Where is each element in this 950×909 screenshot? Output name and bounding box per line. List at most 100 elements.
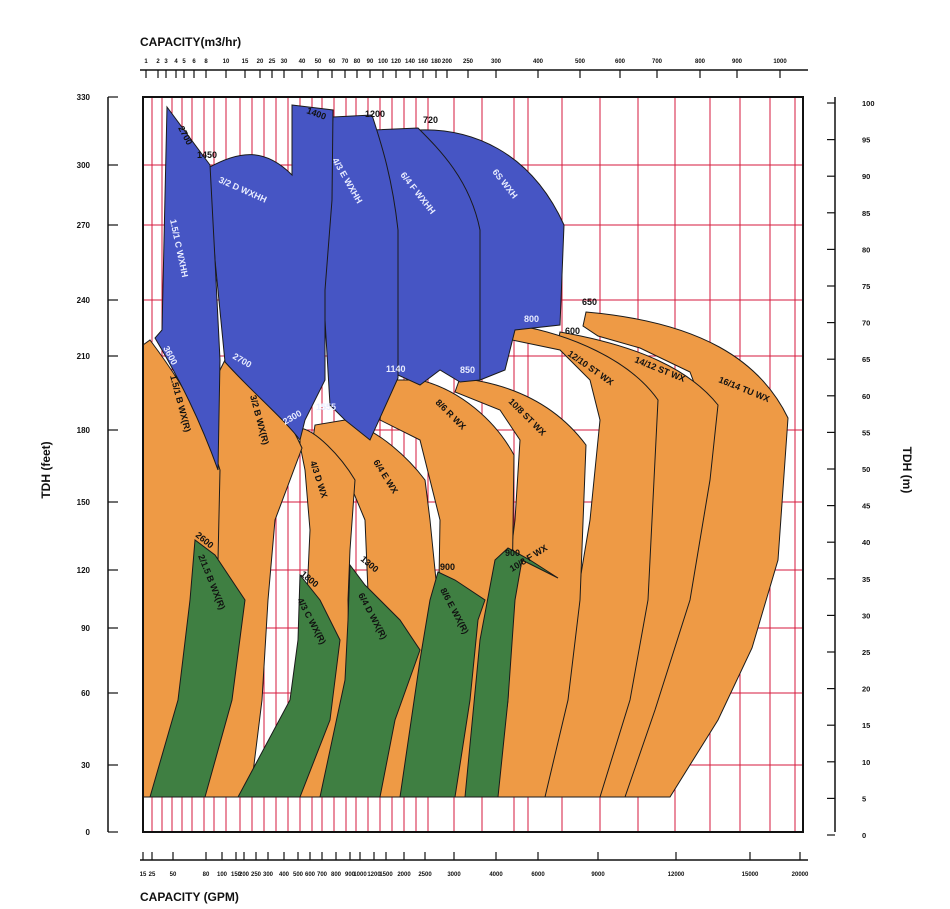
left-tick-label: 120 (77, 566, 91, 575)
bottom-tick-label: 6000 (531, 872, 545, 878)
curve-rpm-label: 1200 (365, 109, 385, 119)
bottom-tick-label: 12000 (668, 872, 685, 878)
curve-rpm-label: 650 (582, 297, 597, 307)
curve-rpm-label: 1450 (197, 150, 217, 160)
top-tick-label: 20 (257, 59, 264, 65)
left-tick-label: 330 (77, 93, 91, 102)
left-tick-label: 90 (81, 624, 90, 633)
top-tick-label: 6 (192, 59, 196, 65)
curve-region (399, 571, 486, 798)
top-tick-label: 250 (463, 59, 474, 65)
right-tick-label: 20 (862, 685, 870, 694)
top-tick-label: 800 (695, 59, 706, 65)
right-tick-label: 0 (862, 831, 866, 840)
right-tick-label: 90 (862, 172, 870, 181)
curve-region (237, 573, 341, 798)
top-tick-label: 400 (533, 59, 544, 65)
top-tick-label: 140 (405, 59, 416, 65)
right-tick-label: 75 (862, 282, 870, 291)
right-tick-label: 50 (862, 465, 870, 474)
bottom-tick-label: 25 (149, 872, 156, 878)
top-tick-label: 200 (442, 59, 453, 65)
bottom-axis-title: CAPACITY (GPM) (140, 890, 239, 904)
right-tick-label: 95 (862, 136, 870, 145)
top-tick-label: 40 (299, 59, 306, 65)
curve-rpm-label: 1555 (316, 402, 336, 412)
top-tick-label: 900 (732, 59, 743, 65)
right-tick-label: 55 (862, 428, 870, 437)
bottom-tick-label: 700 (317, 872, 328, 878)
right-tick-label: 65 (862, 355, 870, 364)
bottom-tick-label: 300 (263, 872, 274, 878)
top-tick-label: 3 (164, 59, 168, 65)
curve-region (149, 539, 246, 798)
plot-frame (142, 96, 804, 833)
curve-region (154, 105, 221, 471)
left-tick-label: 210 (77, 352, 91, 361)
bottom-tick-label: 9000 (591, 872, 605, 878)
curve-region (319, 114, 399, 441)
top-tick-label: 120 (391, 59, 402, 65)
top-tick-label: 25 (269, 59, 276, 65)
right-tick-label: 85 (862, 209, 870, 218)
bottom-tick-label: 1200 (367, 872, 381, 878)
top-tick-label: 30 (281, 59, 288, 65)
right-tick-label: 25 (862, 648, 870, 657)
left-tick-label: 240 (77, 296, 91, 305)
top-tick-label: 10 (223, 59, 230, 65)
bottom-tick-label: 200 (239, 872, 250, 878)
curve-regions (142, 104, 789, 798)
bottom-tick-label: 20000 (792, 872, 809, 878)
curve-rpm-label: 850 (460, 365, 475, 375)
bottom-tick-label: 2500 (418, 872, 432, 878)
right-tick-label: 80 (862, 245, 870, 254)
curve-region (207, 104, 334, 442)
bottom-tick-label: 4000 (489, 872, 503, 878)
curve-rpm-label: 900 (440, 562, 455, 572)
top-tick-label: 15 (242, 59, 249, 65)
top-tick-label: 100 (378, 59, 389, 65)
top-tick-label: 70 (342, 59, 349, 65)
axes: 3303002702402101801501209060300100959085… (77, 59, 875, 878)
top-tick-label: 8 (204, 59, 208, 65)
top-tick-label: 600 (615, 59, 626, 65)
right-tick-label: 35 (862, 575, 870, 584)
curve-rpm-label: 600 (565, 326, 580, 336)
bottom-tick-label: 150 (231, 872, 242, 878)
top-tick-label: 500 (575, 59, 586, 65)
top-tick-label: 50 (315, 59, 322, 65)
bottom-tick-label: 3000 (447, 872, 461, 878)
curve-region (511, 324, 659, 798)
bottom-tick-label: 2000 (397, 872, 411, 878)
top-tick-label: 160 (418, 59, 429, 65)
left-tick-label: 30 (81, 761, 90, 770)
left-axis-title: TDH (feet) (39, 441, 53, 498)
left-tick-label: 150 (77, 498, 91, 507)
left-tick-label: 0 (86, 828, 91, 837)
top-tick-label: 80 (354, 59, 361, 65)
bottom-tick-label: 80 (203, 872, 210, 878)
top-tick-label: 300 (491, 59, 502, 65)
right-axis-title: TDH (m) (900, 447, 914, 494)
left-tick-label: 180 (77, 426, 91, 435)
right-tick-label: 60 (862, 392, 870, 401)
right-tick-label: 15 (862, 721, 870, 730)
plot-border (142, 96, 804, 833)
top-tick-label: 2 (156, 59, 160, 65)
bottom-tick-label: 1500 (379, 872, 393, 878)
left-tick-label: 270 (77, 221, 91, 230)
top-tick-label: 1 (144, 59, 148, 65)
top-tick-label: 1000 (773, 59, 787, 65)
bottom-tick-label: 900 (345, 872, 356, 878)
bottom-tick-label: 15000 (742, 872, 759, 878)
left-tick-label: 60 (81, 689, 90, 698)
left-tick-label: 300 (77, 161, 91, 170)
right-tick-label: 70 (862, 319, 870, 328)
right-tick-label: 5 (862, 794, 866, 803)
top-tick-label: 90 (367, 59, 374, 65)
curve-rpm-label: 900 (505, 548, 520, 558)
right-tick-label: 45 (862, 502, 870, 511)
curve-rpm-label: 1140 (386, 364, 406, 374)
top-tick-label: 700 (652, 59, 663, 65)
